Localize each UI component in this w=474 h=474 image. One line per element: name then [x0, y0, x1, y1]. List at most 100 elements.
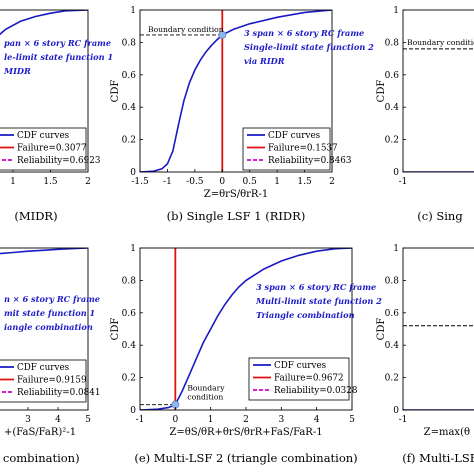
y-tick-label: 0.8 [385, 38, 400, 48]
boundary-label: Boundary condition [407, 38, 474, 47]
cdf-curve [140, 10, 332, 172]
x-tick-label: -1 [399, 177, 408, 187]
annotation: 3 span × 6 story RC frame [256, 282, 376, 292]
legend-label: Failure=0.1537 [268, 144, 338, 154]
panel-caption: (f) Multi-LSF [402, 451, 474, 465]
y-tick-label: 1 [393, 244, 399, 254]
axes-frame [402, 247, 474, 411]
annotation: 3 span × 6 story RC frame [244, 28, 364, 38]
y-axis-label: CDF [110, 318, 121, 341]
x-tick-label: 0 [219, 177, 225, 187]
annotation: iangle combination [4, 322, 93, 332]
y-tick-label: 0.2 [385, 136, 399, 146]
legend-label: CDF curves [17, 131, 70, 141]
x-tick-label: 3 [278, 415, 284, 425]
x-tick-label: 0.5 [243, 177, 258, 187]
plot-area [0, 10, 88, 36]
x-axis-label: Z=max(θ [424, 427, 470, 438]
x-tick-label: 3 [25, 415, 31, 425]
legend-box [0, 359, 87, 403]
boundary-label: Boundary condition [148, 25, 224, 34]
x-tick-label: 2 [243, 415, 249, 425]
cdf-curve [403, 409, 474, 410]
annotation: n × 6 story RC frame [4, 294, 100, 304]
panel-caption: (e) Multi-LSF 2 (triangle combination) [134, 451, 357, 465]
y-tick-label: 0.8 [122, 276, 137, 286]
legend-label: Reliability=0.6923 [17, 156, 100, 166]
x-axis-label: Z=θS/θR+θrS/θrR+FaS/FaR-1 [169, 427, 322, 438]
panel-caption: (b) Single LSF 1 (RIDR) [167, 209, 306, 223]
legend-label: Reliability=0.0841 [17, 388, 100, 398]
y-tick-label: 0.2 [122, 374, 136, 384]
x-tick-label: 2 [0, 415, 1, 425]
y-axis-label: CDF [376, 80, 387, 103]
annotation: Single-limit state function 2 [244, 42, 374, 52]
legend-label: Failure=0.9159 [17, 376, 87, 386]
boundary-point [218, 30, 227, 39]
y-tick-label: 0.2 [385, 374, 399, 384]
panel-b: 0 0.2 0.4 0.6 0.8 1 -1.5 -1 -0.5 0 0.5 1 1.5 2 CDF Z=θr… [110, 6, 374, 223]
x-tick-label: 1 [10, 177, 16, 187]
y-tick-label: 1 [130, 6, 136, 16]
annotation: via RIDR [244, 56, 285, 66]
annotation: Multi-limit state function 2 [255, 296, 382, 306]
y-tick-label: 0.4 [385, 341, 400, 351]
annotation: MIDR [3, 66, 31, 76]
annotation: le-limit state function 1 [4, 52, 113, 62]
y-tick-label: 0 [393, 168, 399, 178]
legend-box [0, 127, 87, 171]
y-tick-label: 0.6 [122, 71, 137, 81]
y-tick-label: 0.6 [385, 71, 400, 81]
x-axis-label: Z=θrS/θrR-1 [204, 189, 268, 200]
x-tick-label: -1 [399, 415, 408, 425]
panel-e: 00.20.40.60.81-1 0 1 2 3 4 5CDFZ=θS/θR+θrS/θrR… [110, 244, 382, 465]
panel-c: 00.20.40.60.81-1-0.50CDFBoundary conditi… [376, 6, 474, 223]
y-tick-label: 0 [130, 406, 136, 416]
panel-caption: (c) Sing [417, 209, 463, 223]
y-tick-label: 1 [393, 6, 399, 16]
legend-label: CDF curves [17, 363, 70, 373]
y-tick-label: 0.4 [385, 103, 400, 113]
annotation: Triangle combination [256, 310, 355, 320]
legend-label: CDF curves [274, 361, 327, 371]
annotation: mit state function 1 [4, 308, 95, 318]
x-axis-label: +(FaS/FaR)²-1 [4, 427, 76, 438]
x-tick-label: 2 [329, 177, 335, 187]
x-tick-label: -0.5 [186, 177, 204, 187]
x-tick-label: 1.5 [297, 177, 312, 187]
axes-frame [0, 247, 89, 411]
y-tick-label: 1 [130, 244, 136, 254]
y-tick-label: 0.8 [385, 276, 400, 286]
x-tick-label: 5 [349, 415, 355, 425]
x-tick-label: -1.5 [131, 177, 149, 187]
y-tick-label: 0.4 [122, 341, 137, 351]
x-tick-label: 2 [85, 177, 91, 187]
panel-a: 1 1.5 2 pan × 6 story RC frame le-limit stat… [0, 9, 113, 223]
cdf-curve [0, 248, 88, 255]
y-tick-label: 0.6 [122, 309, 137, 319]
y-tick-label: 0.8 [122, 38, 137, 48]
legend-label: CDF curves [268, 131, 321, 141]
x-tick-label: -1 [163, 177, 172, 187]
boundary-label: Boundary [187, 384, 225, 393]
y-tick-label: 0.6 [385, 309, 400, 319]
x-tick-label: 5 [85, 415, 91, 425]
boundary-label: condition [187, 393, 223, 402]
plot-area [140, 10, 332, 172]
panel-caption: (MIDR) [14, 209, 57, 223]
y-tick-label: 0.2 [122, 136, 136, 146]
y-tick-label: 0 [393, 406, 399, 416]
x-tick-label: 4 [55, 415, 61, 425]
y-axis-label: CDF [376, 318, 387, 341]
y-tick-label: 0 [130, 168, 136, 178]
x-tick-label: 0 [172, 415, 178, 425]
panel-caption: e combination) [0, 451, 80, 465]
legend-label: Reliability=0.0328 [274, 386, 357, 396]
plot-area [0, 248, 88, 255]
x-tick-label: 1 [274, 177, 280, 187]
y-axis-label: CDF [110, 80, 121, 103]
x-tick-label: 1 [208, 415, 214, 425]
cdf-curve [0, 10, 88, 36]
